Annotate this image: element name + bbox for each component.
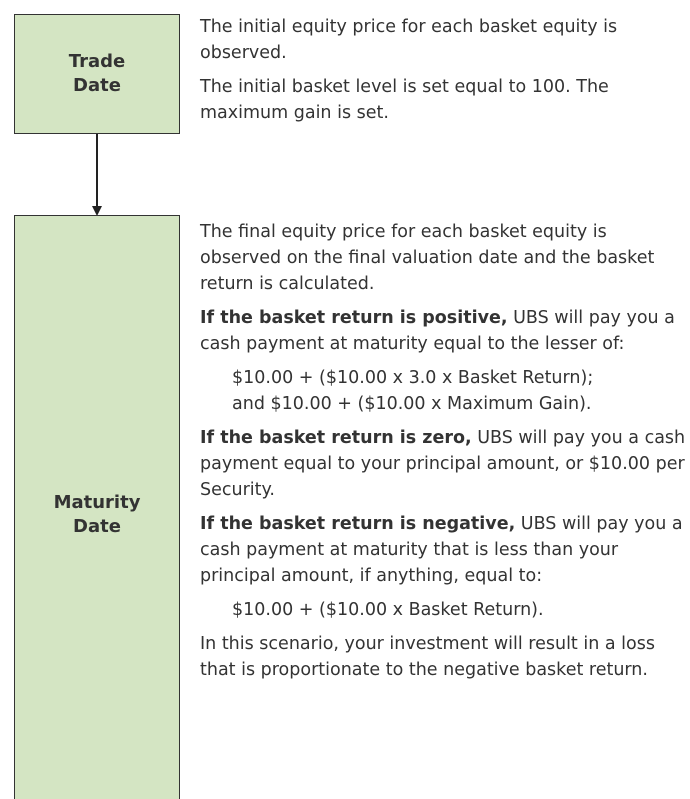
step-label: Maturity Date — [53, 492, 141, 537]
formula-line: $10.00 + ($10.00 x 3.0 x Basket Return); — [232, 368, 594, 388]
step-box: Maturity Date — [14, 215, 180, 799]
step-box: Trade Date — [14, 14, 180, 134]
formula-line: and $10.00 + ($10.00 x Maximum Gain). — [232, 394, 592, 414]
bold-lead: If the basket return is negative, — [200, 514, 516, 534]
paragraph: If the basket return is positive, UBS wi… — [200, 305, 688, 357]
paragraph: If the basket return is zero, UBS will p… — [200, 425, 688, 503]
paragraph-text: UBS will pay you a cash payment at matur… — [200, 308, 675, 354]
paragraph: If the basket return is negative, UBS wi… — [200, 511, 688, 589]
step-text: The initial equity price for each basket… — [200, 14, 688, 134]
paragraph: The initial equity price for each basket… — [200, 14, 688, 66]
paragraph: The final equity price for each basket e… — [200, 219, 688, 297]
paragraph-text: The initial equity price for each basket… — [200, 17, 618, 63]
paragraph-text: In this scenario, your investment will r… — [200, 634, 655, 680]
formula-line: $10.00 + ($10.00 x Basket Return). — [232, 600, 544, 620]
bold-lead: If the basket return is positive, — [200, 308, 508, 328]
paragraph: $10.00 + ($10.00 x Basket Return). — [200, 597, 688, 623]
step-label: Trade Date — [68, 51, 126, 96]
step-text: The final equity price for each basket e… — [200, 219, 688, 691]
paragraph-text: UBS will pay you a cash payment at matur… — [200, 514, 683, 586]
paragraph-text: UBS will pay you a cash payment equal to… — [200, 428, 686, 500]
paragraph-text: The final equity price for each basket e… — [200, 222, 655, 294]
paragraph: $10.00 + ($10.00 x 3.0 x Basket Return);… — [200, 365, 688, 417]
paragraph: The initial basket level is set equal to… — [200, 74, 688, 126]
bold-lead: If the basket return is zero, — [200, 428, 472, 448]
paragraph-text: The initial basket level is set equal to… — [200, 77, 609, 123]
paragraph: In this scenario, your investment will r… — [200, 631, 688, 683]
